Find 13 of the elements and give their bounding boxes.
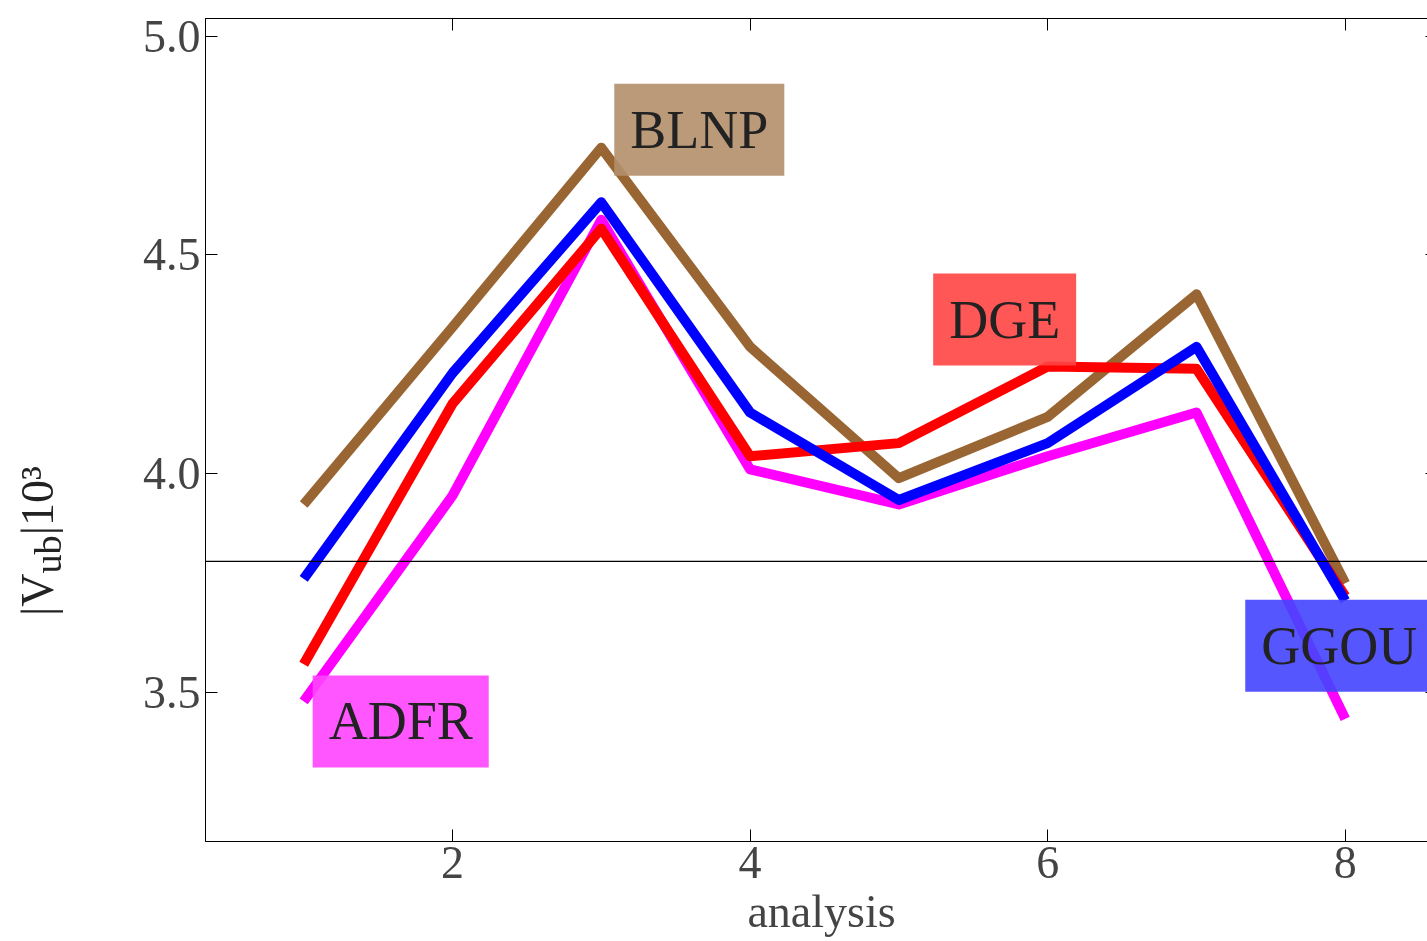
x-axis-title: analysis xyxy=(747,885,896,937)
series-label: DGE xyxy=(949,289,1061,350)
y-tick-label: 4.5 xyxy=(143,229,201,281)
x-tick-label: 6 xyxy=(1036,836,1060,888)
y-tick-label: 5.0 xyxy=(143,10,201,62)
y-tick-label: 3.5 xyxy=(143,667,201,719)
series-label: GGOU xyxy=(1261,615,1418,676)
y-tick-label: 4.0 xyxy=(143,448,201,500)
x-tick-label: 2 xyxy=(441,836,464,888)
series-label: BLNP xyxy=(630,99,769,160)
series-label: ADFR xyxy=(328,691,473,752)
x-tick-label: 4 xyxy=(738,836,762,888)
x-tick-label: 8 xyxy=(1333,836,1357,888)
